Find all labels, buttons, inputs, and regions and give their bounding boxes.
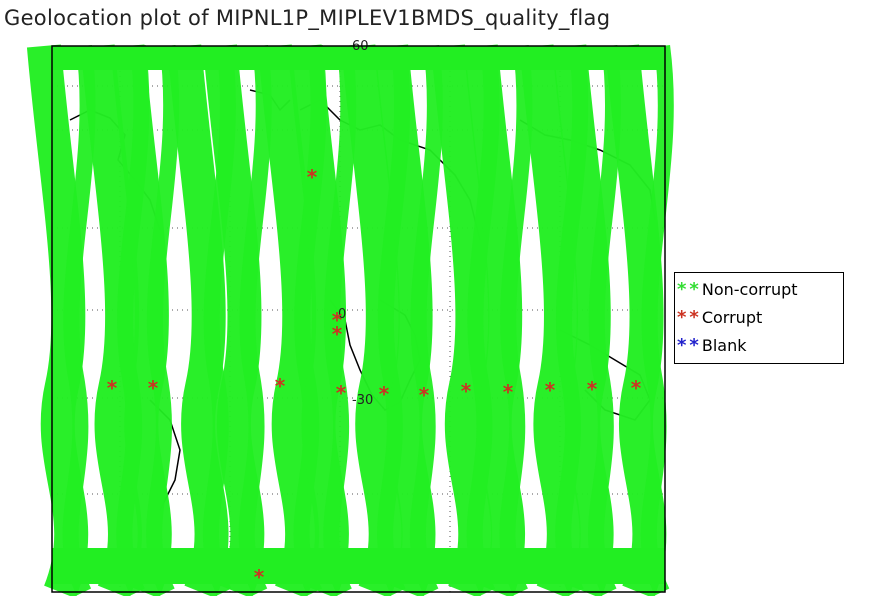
polar-band-bottom [52, 548, 665, 584]
legend-asterisk-icon: * [677, 279, 687, 300]
legend-asterisk-icon: * [689, 279, 699, 300]
plot-title: Geolocation plot of MIPNL1P_MIPLEV1BMDS_… [4, 6, 611, 30]
orbit-track [640, 44, 674, 596]
legend: * * Non-corrupt * * Corrupt * * Blank [674, 272, 844, 364]
corrupt-marker: * [461, 379, 472, 403]
orbit-track [499, 44, 533, 596]
orbit-track [588, 44, 622, 596]
polar-band-top [52, 46, 665, 70]
legend-item-blank: * * Blank [677, 335, 746, 356]
corrupt-marker: * [332, 308, 343, 332]
orbit-track [238, 44, 272, 596]
legend-label-corrupt: Corrupt [701, 308, 763, 327]
legend-item-corrupt: * * Corrupt [677, 307, 762, 328]
orbit-track [323, 44, 357, 596]
corrupt-marker: * [503, 380, 514, 404]
map-frame [51, 45, 666, 593]
corrupt-marker: * [254, 565, 265, 589]
corrupt-marker: * [419, 383, 430, 407]
corrupt-marker: * [545, 378, 556, 402]
corrupt-marker: * [307, 165, 318, 189]
legend-asterisk-icon: * [677, 335, 687, 356]
orbit-track [62, 44, 96, 596]
orbit-track [146, 44, 180, 596]
legend-asterisk-icon: * [677, 307, 687, 328]
corrupt-marker: * [379, 382, 390, 406]
corrupt-marker: * [275, 374, 286, 398]
legend-label-non-corrupt: Non-corrupt [701, 280, 798, 299]
corrupt-marker: * [332, 322, 343, 346]
corrupt-marker: * [107, 376, 118, 400]
corrupt-marker: * [587, 377, 598, 401]
legend-asterisk-icon: * [689, 335, 699, 356]
lat-label: -30 [352, 393, 373, 408]
corrupt-marker: * [336, 381, 347, 405]
legend-asterisk-icon: * [689, 307, 699, 328]
legend-label-blank: Blank [701, 336, 747, 355]
lat-label: 0 [338, 307, 346, 322]
orbit-track [409, 44, 443, 596]
corrupt-marker: * [631, 376, 642, 400]
legend-item-non-corrupt: * * Non-corrupt [677, 279, 798, 300]
corrupt-marker: * [148, 376, 159, 400]
